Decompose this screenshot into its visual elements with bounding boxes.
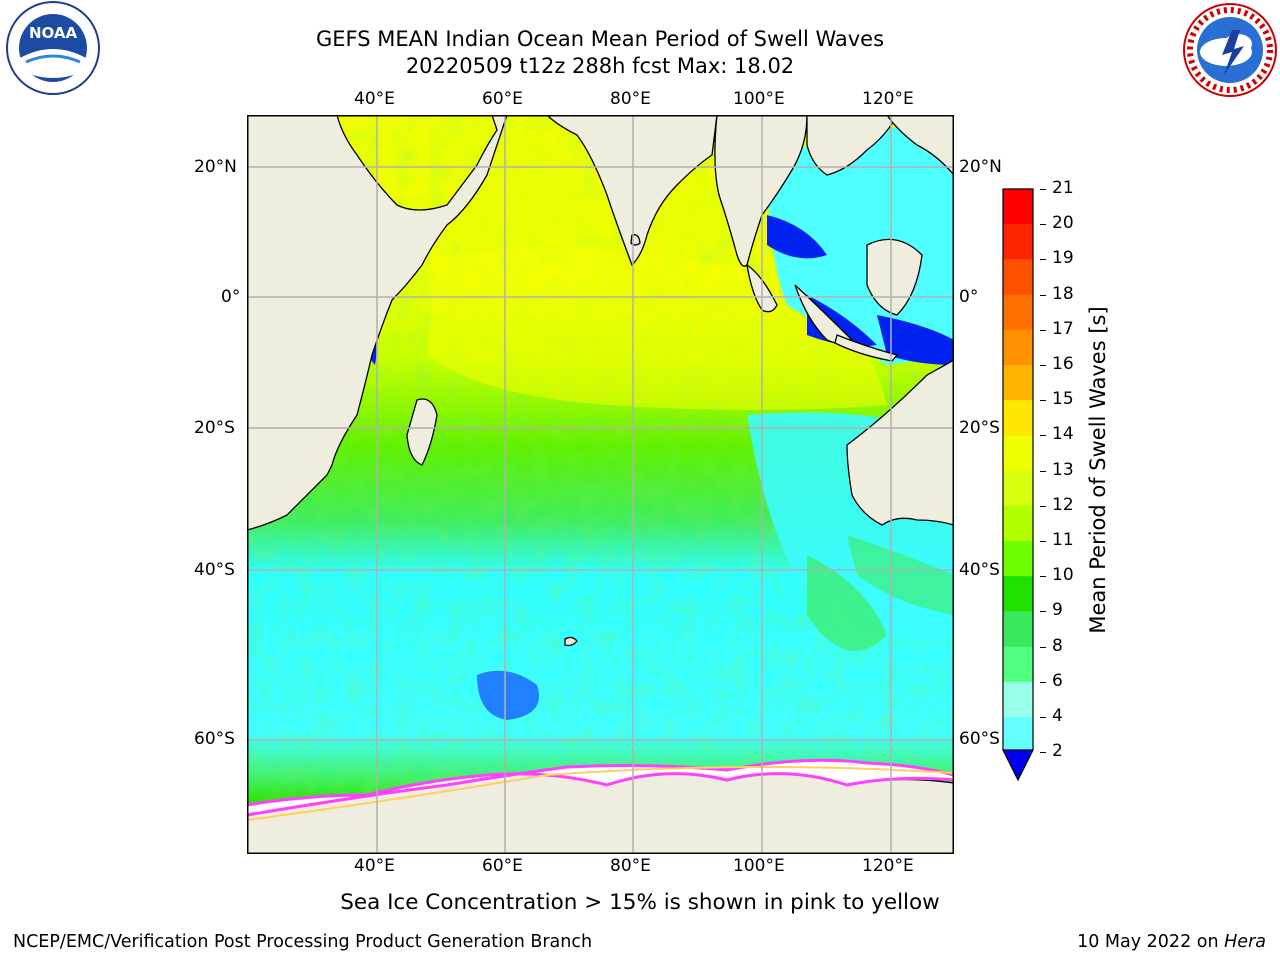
colorbar-tick-label: 14: [1052, 424, 1074, 445]
lon-tick-top-80e: 80°E: [610, 89, 651, 109]
footer-date: 10 May 2022 on: [1077, 932, 1225, 952]
sea-ice-caption: Sea Ice Concentration > 15% is shown in …: [340, 890, 940, 915]
colorbar-tick-label: 8: [1052, 635, 1063, 656]
colorbar-tick-label: 20: [1052, 213, 1074, 234]
colorbar-tick-mark: [1040, 717, 1046, 718]
colorbar-tick-mark: [1040, 611, 1046, 613]
colorbar-segment: [1003, 681, 1033, 718]
footer-right: 10 May 2022 on Hera: [1077, 932, 1266, 952]
colorbar-extend-arrow: [1002, 749, 1034, 782]
lon-tick-top-60e: 60°E: [482, 89, 523, 109]
colorbar-segment: [1003, 646, 1033, 683]
lon-tick-bottom-80e: 80°E: [610, 856, 651, 876]
colorbar-tick-label: 16: [1052, 354, 1074, 374]
lat-tick-right-60s: 60°S: [959, 729, 1000, 749]
lon-tick-top-40e: 40°E: [354, 89, 395, 109]
lon-tick-bottom-120e: 120°E: [862, 856, 914, 876]
colorbar-label: Mean Period of Swell Waves [s]: [1086, 306, 1110, 634]
lat-tick-right-40s: 40°S: [959, 560, 1000, 580]
colorbar-tick-mark: [1040, 189, 1046, 190]
footer-host: Hera: [1224, 932, 1266, 952]
colorbar-ticks: 21 20 19 18 17 16 15 14 13 12 11 10 9 8 6 4 2: [1040, 0, 1092, 960]
colorbar-tick-mark: [1040, 224, 1046, 226]
colorbar-tick-label: 2: [1052, 741, 1063, 762]
lat-tick-left-0: 0°: [221, 287, 241, 307]
footer-left: NCEP/EMC/Verification Post Processing Pr…: [13, 932, 593, 952]
colorbar-segment: [1003, 470, 1033, 507]
chart-title-line1: GEFS MEAN Indian Ocean Mean Period of Sw…: [315, 27, 885, 51]
colorbar-segment: [1003, 611, 1033, 648]
colorbar-segment: [1003, 259, 1033, 296]
colorbar-segment: [1003, 435, 1033, 472]
lat-tick-left-20s: 20°S: [194, 418, 235, 438]
colorbar-tick-mark: [1040, 752, 1046, 754]
colorbar-tick-label: 11: [1052, 530, 1074, 550]
colorbar-tick-label: 13: [1052, 459, 1074, 480]
colorbar-segment: [1003, 717, 1033, 753]
colorbar-tick-label: 18: [1052, 283, 1074, 304]
colorbar-tick-label: 15: [1052, 389, 1074, 410]
lat-tick-right-20s: 20°S: [959, 418, 1000, 438]
colorbar-tick-mark: [1040, 541, 1046, 542]
colorbar-tick-mark: [1040, 505, 1046, 507]
lat-tick-left-40s: 40°S: [194, 560, 235, 580]
colorbar-tick-mark: [1040, 681, 1046, 683]
lon-tick-top-100e: 100°E: [733, 89, 785, 109]
colorbar-tick-label: 17: [1052, 318, 1074, 339]
colorbar-segment: [1003, 400, 1033, 436]
colorbar-segment: [1003, 541, 1033, 577]
noaa-logo: NOAA: [0, 0, 106, 100]
colorbar-segment: [1003, 189, 1033, 225]
colorbar-tick-label: 19: [1052, 248, 1074, 269]
colorbar-tick-label: 21: [1052, 178, 1074, 198]
lat-tick-right-0: 0°: [959, 287, 979, 307]
colorbar-tick-mark: [1040, 329, 1046, 331]
colorbar-tick-mark: [1040, 365, 1046, 366]
lon-tick-bottom-60e: 60°E: [482, 856, 523, 876]
chart-title-line2: 20220509 t12z 288h fcst Max: 18.02: [405, 54, 795, 78]
colorbar-segment: [1003, 576, 1033, 612]
lat-tick-right-20n: 20°N: [959, 157, 1002, 177]
lat-tick-left-20n: 20°N: [194, 157, 237, 177]
colorbar-tick-label: 9: [1052, 600, 1063, 621]
colorbar-segment: [1003, 329, 1033, 366]
colorbar-segment: [1003, 505, 1033, 542]
colorbar-tick-label: 4: [1052, 706, 1063, 726]
nws-logo: [1180, 0, 1280, 100]
colorbar-tick-label: 6: [1052, 670, 1063, 691]
lon-tick-bottom-40e: 40°E: [354, 856, 395, 876]
colorbar-tick-mark: [1040, 646, 1046, 648]
lat-tick-left-60s: 60°S: [194, 729, 235, 749]
colorbar-segment: [1003, 224, 1033, 260]
lon-tick-top-120e: 120°E: [862, 89, 914, 109]
colorbar-tick-mark: [1040, 470, 1046, 472]
lon-tick-bottom-100e: 100°E: [733, 856, 785, 876]
colorbar-tick-label: 12: [1052, 494, 1074, 515]
colorbar-tick-mark: [1040, 576, 1046, 578]
noaa-logo-text: NOAA: [29, 24, 78, 42]
colorbar-segment: [1003, 294, 1033, 331]
colorbar-tick-mark: [1040, 400, 1046, 402]
colorbar: [1000, 186, 1040, 786]
colorbar-tick-mark: [1040, 259, 1046, 261]
colorbar-tick-mark: [1040, 435, 1046, 437]
colorbar-segment: [1003, 365, 1033, 401]
colorbar-tick-label: 10: [1052, 565, 1074, 586]
colorbar-tick-mark: [1040, 294, 1046, 296]
map-panel: [247, 115, 954, 854]
